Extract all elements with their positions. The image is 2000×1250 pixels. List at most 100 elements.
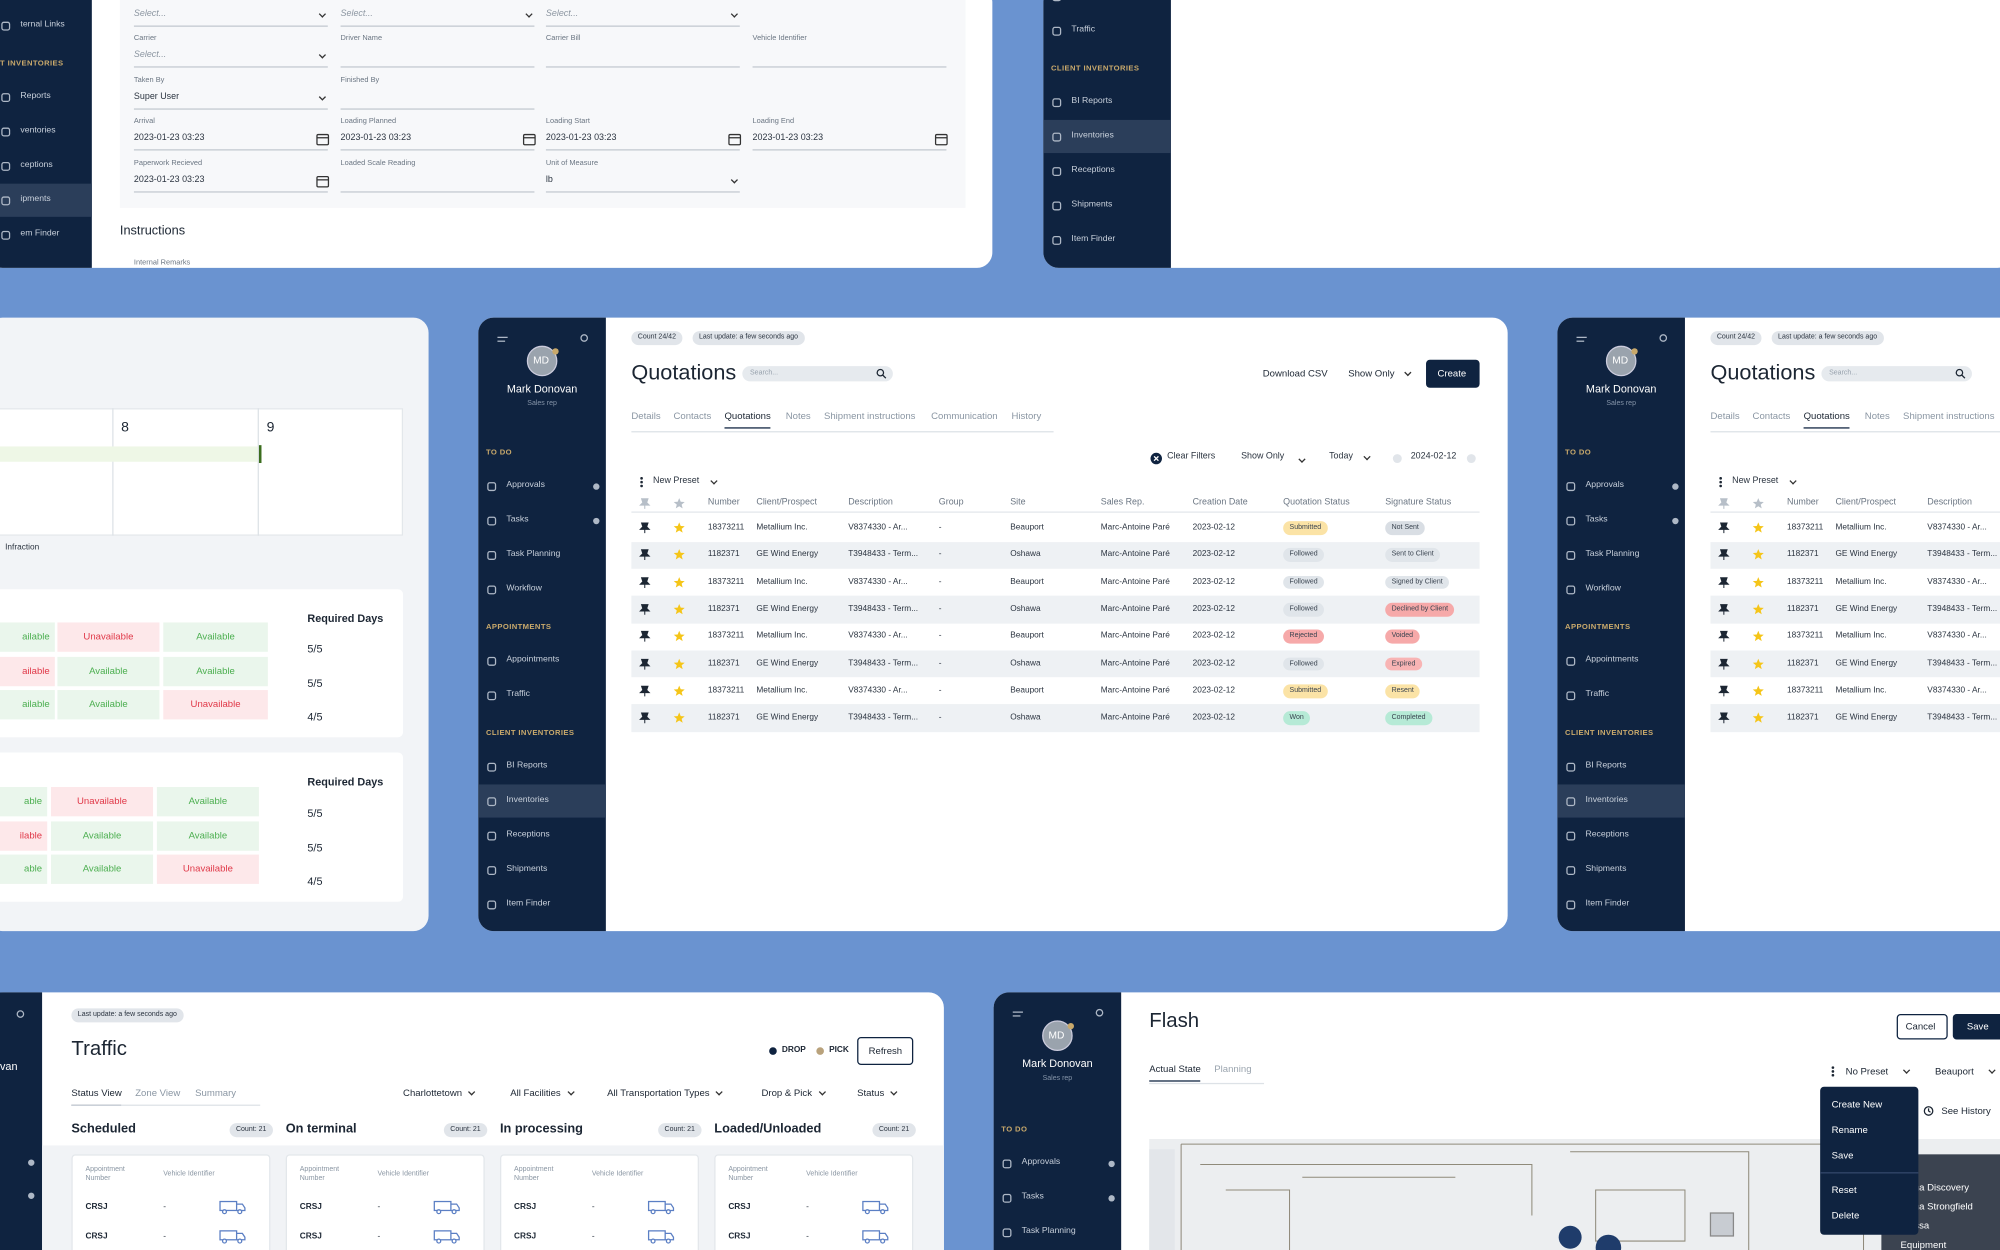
save-label[interactable]: Save bbox=[1966, 1020, 1989, 1033]
tab[interactable]: Actual State bbox=[1149, 1062, 1201, 1075]
menu-item[interactable]: Delete bbox=[1831, 1209, 1860, 1222]
tab[interactable]: Shipment instructions bbox=[823, 409, 916, 422]
table-row[interactable] bbox=[631, 677, 1480, 705]
tab[interactable]: Quotations bbox=[1803, 409, 1850, 422]
sidebar-item[interactable]: Shipments bbox=[1585, 864, 1627, 874]
field-value[interactable]: Select... bbox=[133, 9, 167, 19]
sidebar-item[interactable]: em Finder bbox=[20, 229, 60, 239]
menu-item[interactable]: Rename bbox=[1831, 1124, 1868, 1136]
sidebar-item[interactable]: Task Planning bbox=[506, 549, 561, 559]
sidebar-item[interactable]: Item Finder bbox=[1585, 898, 1630, 908]
menu-item[interactable]: Create New bbox=[1831, 1098, 1883, 1111]
sidebar-item[interactable]: Shipments bbox=[1071, 199, 1113, 209]
tab[interactable]: Notes bbox=[785, 409, 811, 422]
field-value[interactable]: 2023-01-23 03:23 bbox=[133, 175, 205, 185]
menu-item[interactable]: Reset bbox=[1831, 1184, 1857, 1196]
filter-dropdown[interactable]: Status bbox=[857, 1087, 885, 1099]
cancel-label[interactable]: Cancel bbox=[1905, 1020, 1936, 1033]
refresh-button[interactable] bbox=[857, 1036, 914, 1066]
table-row[interactable] bbox=[631, 595, 1480, 624]
sidebar-item[interactable]: ventories bbox=[20, 125, 56, 135]
field-value[interactable]: Select... bbox=[340, 9, 373, 19]
map-list-item[interactable]: Equipment bbox=[1900, 1238, 1947, 1250]
field-value[interactable]: 2023-01-23 03:23 bbox=[133, 133, 205, 143]
field-value[interactable]: 2023-01-23 03:23 bbox=[752, 133, 824, 143]
preset[interactable]: New Preset bbox=[1732, 476, 1779, 486]
tab[interactable]: Details bbox=[1710, 409, 1740, 422]
sidebar-item[interactable]: Traffic bbox=[506, 689, 530, 699]
field-value[interactable]: 2023-01-23 03:23 bbox=[545, 133, 617, 143]
download-csv[interactable]: Download CSV bbox=[1262, 367, 1328, 380]
table-row[interactable] bbox=[631, 514, 1480, 542]
show-only-filter[interactable]: Show Only bbox=[1241, 452, 1285, 462]
date-arrow[interactable] bbox=[1466, 453, 1476, 463]
clear-filters[interactable]: Clear Filters bbox=[1167, 452, 1216, 462]
table-row[interactable] bbox=[631, 568, 1480, 596]
tab[interactable]: Communication bbox=[931, 409, 998, 422]
field-value[interactable]: lb bbox=[545, 175, 553, 185]
sidebar-item[interactable]: Receptions bbox=[1585, 830, 1629, 839]
sidebar-item[interactable]: Workflow bbox=[1585, 583, 1621, 593]
tab[interactable]: Shipment instructions bbox=[1903, 409, 1995, 422]
sidebar-item[interactable]: Appointments bbox=[1071, 0, 1124, 2]
preset[interactable]: No Preset bbox=[1845, 1065, 1889, 1077]
date-arrow[interactable] bbox=[1392, 453, 1402, 463]
sidebar-item[interactable]: Receptions bbox=[506, 830, 550, 839]
sidebar-item[interactable]: BI Reports bbox=[1585, 761, 1627, 771]
filter-dropdown[interactable]: All Transportation Types bbox=[607, 1087, 710, 1099]
sidebar-item[interactable]: ceptions bbox=[20, 160, 53, 170]
site-dropdown[interactable]: Beauport bbox=[1934, 1065, 1974, 1077]
table-row[interactable] bbox=[631, 541, 1480, 569]
filter-dropdown[interactable]: Drop & Pick bbox=[761, 1087, 813, 1099]
cancel-button[interactable] bbox=[1896, 1014, 1948, 1040]
field-value[interactable]: 2023-01-23 03:23 bbox=[340, 133, 412, 143]
filter-dropdown[interactable]: Charlottetown bbox=[403, 1087, 463, 1099]
see-history[interactable]: See History bbox=[1941, 1104, 1991, 1117]
sidebar-item[interactable]: Shipments bbox=[506, 864, 548, 874]
field-value[interactable]: Select... bbox=[545, 9, 579, 19]
sidebar-item[interactable]: Inventories bbox=[506, 795, 549, 805]
search-box[interactable] bbox=[1821, 366, 1972, 382]
period-filter[interactable]: Today bbox=[1329, 452, 1353, 462]
show-only[interactable]: Show Only bbox=[1348, 367, 1395, 380]
field-value[interactable]: Super User bbox=[133, 92, 180, 102]
sidebar-item[interactable]: Traffic bbox=[1585, 689, 1610, 699]
tab[interactable]: Planning bbox=[1214, 1062, 1252, 1075]
refresh-label[interactable]: Refresh bbox=[868, 1045, 903, 1057]
sidebar-item[interactable]: Approvals bbox=[506, 480, 545, 490]
sidebar-item[interactable]: BI Reports bbox=[1071, 96, 1113, 106]
filter-dropdown[interactable]: All Facilities bbox=[510, 1087, 561, 1099]
tab[interactable]: Quotations bbox=[724, 409, 771, 422]
sidebar-item[interactable]: Inventories bbox=[1071, 131, 1114, 140]
sidebar-item[interactable]: ipments bbox=[20, 194, 51, 204]
sidebar-item[interactable]: Appointments bbox=[506, 655, 560, 665]
tab[interactable]: Notes bbox=[1864, 409, 1890, 422]
field-value[interactable]: Select... bbox=[133, 50, 167, 60]
sidebar-item[interactable]: Tasks bbox=[1021, 1192, 1044, 1202]
sidebar-item[interactable]: Receptions bbox=[1071, 165, 1115, 175]
tab[interactable]: Contacts bbox=[1752, 409, 1791, 422]
tab[interactable]: History bbox=[1011, 409, 1042, 422]
tab[interactable]: Details bbox=[631, 409, 661, 422]
preset[interactable]: New Preset bbox=[653, 476, 700, 486]
sidebar-item[interactable]: Approvals bbox=[1021, 1157, 1061, 1167]
sidebar-item[interactable]: Workflow bbox=[506, 583, 542, 593]
tab[interactable]: Status View bbox=[71, 1087, 122, 1099]
tab[interactable]: Contacts bbox=[673, 409, 712, 422]
create-button[interactable] bbox=[1426, 359, 1480, 388]
sidebar-item[interactable]: Reports bbox=[20, 91, 51, 101]
sidebar-item[interactable]: Tasks bbox=[1585, 514, 1608, 524]
sidebar-item[interactable]: Traffic bbox=[1071, 25, 1096, 35]
tab[interactable]: Summary bbox=[195, 1087, 237, 1099]
map-list-item[interactable]: goma Discovery bbox=[1900, 1181, 1970, 1194]
sidebar-item[interactable]: ternal Links bbox=[20, 20, 65, 30]
create-label[interactable]: Create bbox=[1437, 367, 1467, 380]
table-row[interactable] bbox=[631, 623, 1480, 651]
sidebar-item[interactable]: Tasks bbox=[506, 514, 529, 524]
sidebar-item[interactable]: Item Finder bbox=[1071, 234, 1116, 244]
menu-item[interactable]: Save bbox=[1831, 1149, 1854, 1162]
map-list-item[interactable]: goma Strongfield bbox=[1900, 1200, 1973, 1213]
search-box[interactable] bbox=[742, 366, 893, 382]
sidebar-item[interactable]: Inventories bbox=[1585, 795, 1628, 805]
sidebar-item[interactable]: Item Finder bbox=[506, 898, 551, 908]
